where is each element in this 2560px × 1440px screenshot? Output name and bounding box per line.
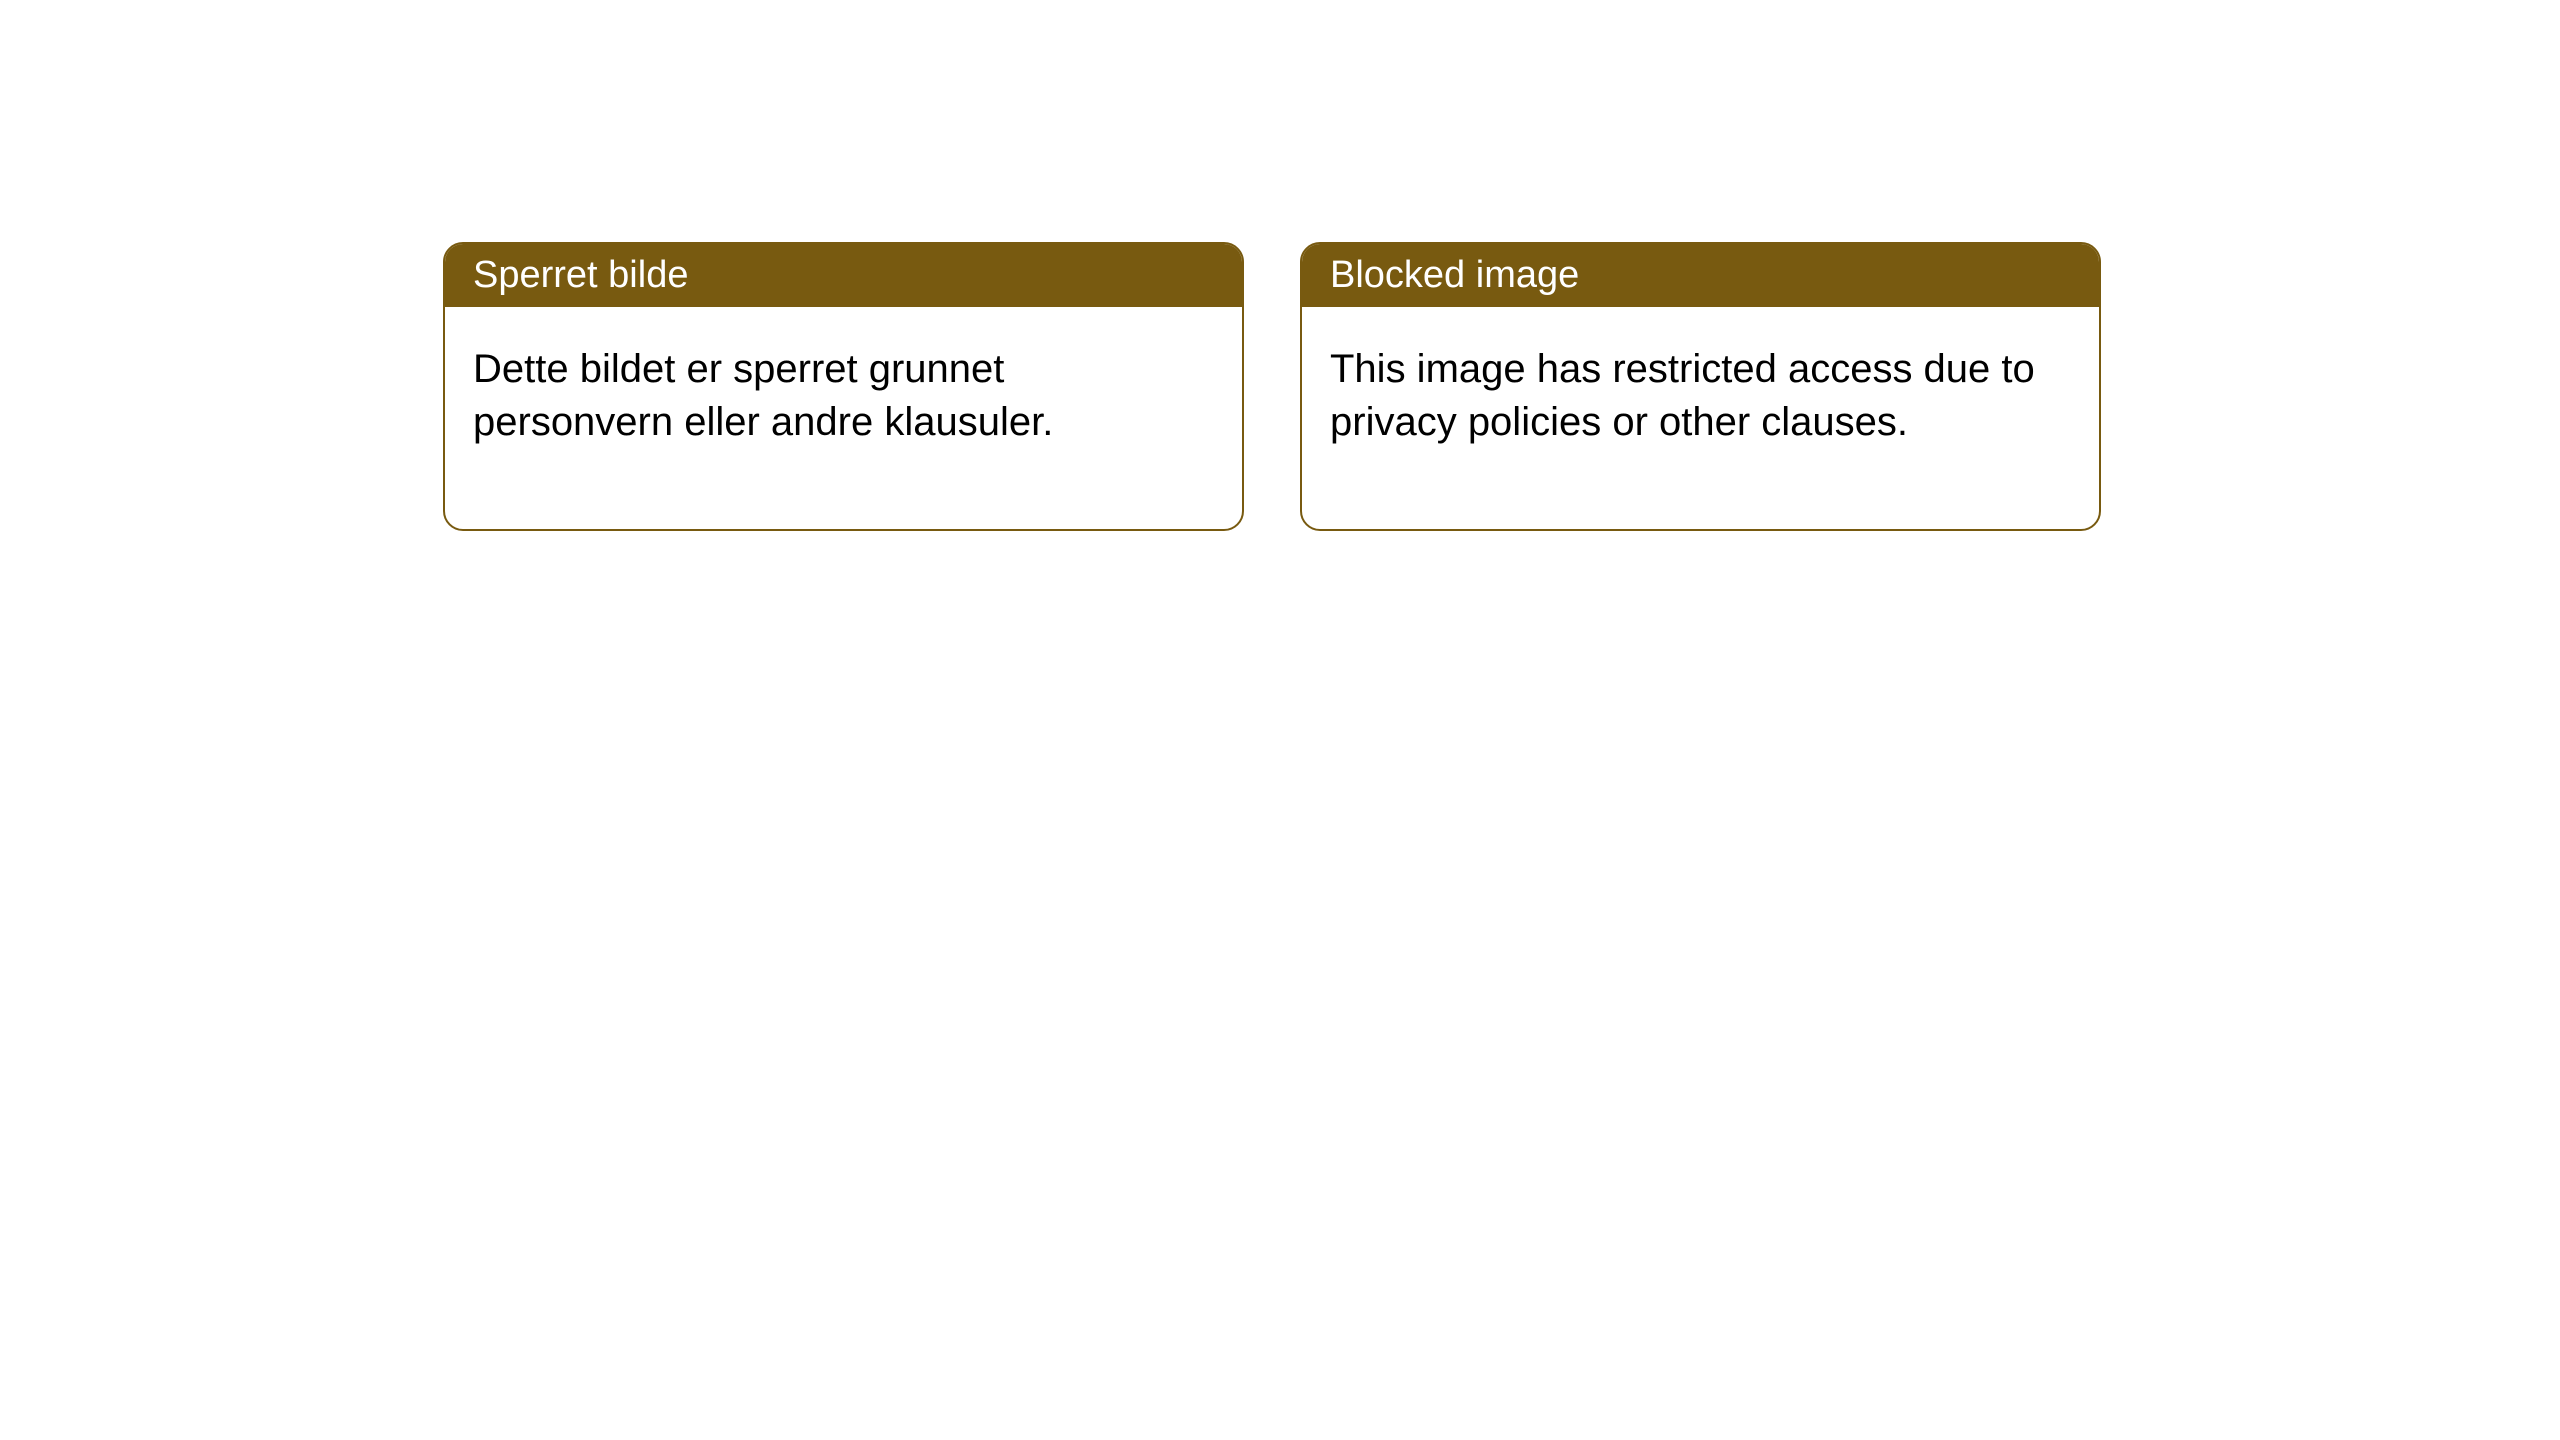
card-title: Blocked image — [1302, 244, 2099, 307]
card-body-text: This image has restricted access due to … — [1302, 307, 2099, 529]
notice-cards-container: Sperret bilde Dette bildet er sperret gr… — [0, 0, 2560, 531]
card-body-text: Dette bildet er sperret grunnet personve… — [445, 307, 1242, 529]
blocked-image-card-english: Blocked image This image has restricted … — [1300, 242, 2101, 531]
card-title: Sperret bilde — [445, 244, 1242, 307]
blocked-image-card-norwegian: Sperret bilde Dette bildet er sperret gr… — [443, 242, 1244, 531]
